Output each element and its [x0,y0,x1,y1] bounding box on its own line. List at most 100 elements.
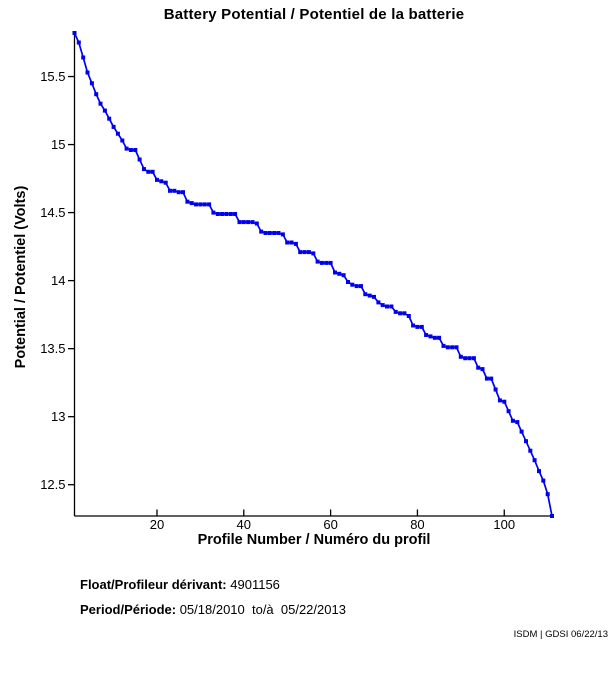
data-point-marker [115,131,120,136]
data-point-marker [328,260,333,265]
data-point-marker [233,212,238,216]
data-point-marker [241,220,246,225]
data-point-marker [202,202,207,207]
data-point-marker [107,116,112,121]
data-point-marker [306,250,311,255]
data-point-marker [467,356,472,361]
data-point-marker [350,282,355,287]
data-point-marker [519,429,524,434]
data-point-marker [372,294,376,299]
data-point-marker [428,334,433,339]
data-point-marker [133,148,138,152]
data-point-marker [406,314,411,318]
float-id-value: 4901156 [226,577,280,592]
data-point-marker [380,303,385,308]
data-point-marker [333,270,337,275]
data-point-marker [411,323,416,328]
battery-potential-series-line [73,32,553,517]
x-axis-label: Profile Number / Numéro du profil [197,532,431,548]
y-tick-label: 12.5 [40,477,65,492]
data-point-marker [402,311,407,316]
chart-title: Battery Potential / Potentiel de la batt… [163,6,465,23]
period-value: 05/18/2010 to/à 05/22/2013 [176,602,346,617]
data-point-marker [263,231,268,235]
data-point-marker [120,138,125,143]
y-tick-label: 15 [51,137,65,152]
y-tick-label: 13 [51,409,65,424]
data-point-marker [476,365,481,370]
data-point-marker [172,188,177,193]
data-point-marker [393,309,398,314]
data-point-marker [341,273,346,278]
data-point-marker [155,177,159,182]
data-point-marker [142,167,146,172]
data-point-marker [185,199,190,204]
data-point-marker [502,399,507,404]
data-point-marker [354,284,359,289]
y-tick-label: 14.5 [40,205,65,220]
data-point-marker [181,190,185,195]
data-point-marker [194,202,198,207]
data-point-marker [319,260,324,265]
data-point-marker [424,333,429,337]
data-point-marker [359,284,363,289]
agency-credit-stamp: ISDM | GDSI 06/22/13 [513,629,608,640]
data-point-marker [445,345,450,350]
data-point-marker [550,514,554,518]
data-point-marker [289,240,294,245]
data-point-marker [111,124,116,129]
float-id-line: Float/Profileur dérivant: 4901156 [80,577,280,592]
data-point-marker [506,409,511,414]
data-point-marker [215,212,220,216]
data-point-marker [150,169,155,174]
data-point-marker [489,376,494,381]
data-point-marker [545,492,550,497]
data-point-marker [385,304,389,309]
data-point-marker [159,179,164,184]
data-point-marker [441,343,446,348]
data-point-marker [346,280,350,284]
x-tick-label: 60 [323,517,337,532]
data-point-marker [510,418,515,423]
data-point-marker [480,367,485,372]
data-point-marker [272,231,277,235]
data-point-marker [389,304,394,309]
data-point-marker [276,231,281,235]
data-point-marker [493,387,498,392]
data-point-marker [528,448,533,453]
data-point-marker [367,293,372,298]
data-point-marker [398,311,403,316]
data-point-marker [237,220,242,225]
data-point-marker [137,157,142,162]
float-id-label: Float/Profileur dérivant: [80,577,227,592]
data-point-marker [81,55,86,60]
y-tick-label: 15.5 [40,69,65,84]
y-tick-label: 14 [51,273,65,288]
data-point-marker [302,250,307,255]
x-tick-label: 80 [410,517,424,532]
data-point-marker [228,212,233,216]
data-point-marker [285,240,290,245]
data-point-marker [419,324,424,329]
data-point-marker [293,241,298,246]
data-point-marker [146,169,151,174]
data-point-marker [524,439,528,444]
data-point-marker [450,345,455,350]
data-point-marker [415,324,420,329]
data-point-marker [224,212,229,216]
data-point-marker [76,40,81,45]
data-point-marker [280,232,285,237]
data-point-marker [298,250,303,255]
data-point-marker [532,458,537,463]
data-point-marker [458,354,463,359]
data-point-marker [220,212,225,216]
period-label: Period/Période: [80,602,177,617]
data-point-marker [541,478,546,483]
data-point-marker [198,202,203,207]
data-point-marker [497,398,502,403]
data-point-marker [89,81,94,86]
data-point-marker [250,220,255,225]
data-point-marker [259,229,264,234]
data-point-marker [176,190,181,195]
